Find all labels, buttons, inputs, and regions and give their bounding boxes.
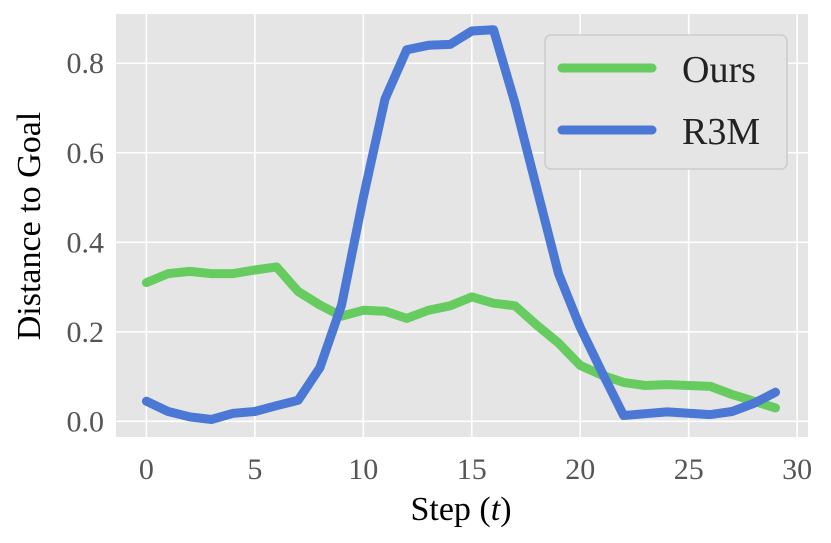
x-tick-label: 5 — [247, 453, 262, 486]
x-tick-label: 30 — [782, 453, 812, 486]
legend: Ours R3M — [544, 34, 788, 170]
y-tick-label: 0.0 — [67, 405, 105, 438]
x-axis-label-suffix: ) — [500, 491, 511, 528]
x-tick-label: 0 — [139, 453, 154, 486]
series-line-r3m — [141, 25, 780, 424]
x-axis-label: Step (t) — [410, 491, 511, 528]
x-tick-label: 20 — [565, 453, 595, 486]
legend-label-r3m: R3M — [682, 111, 760, 153]
legend-label-ours: Ours — [682, 49, 756, 91]
x-tick-label: 25 — [674, 453, 704, 486]
series-lines — [141, 25, 780, 424]
x-axis-label-prefix: Step ( — [410, 491, 490, 528]
x-tick-label: 15 — [457, 453, 487, 486]
series-line-ours — [141, 262, 780, 413]
y-axis-ticks: 0.0 0.2 0.4 0.6 0.8 — [67, 47, 105, 438]
y-tick-label: 0.2 — [67, 316, 105, 349]
y-tick-label: 0.8 — [67, 47, 105, 80]
x-tick-label: 10 — [348, 453, 378, 486]
y-tick-label: 0.4 — [67, 226, 105, 259]
x-axis-label-var: t — [491, 491, 502, 528]
x-axis-ticks: 0 5 10 15 20 25 30 — [139, 453, 812, 486]
y-tick-label: 0.6 — [67, 137, 105, 170]
y-axis-label: Distance to Goal — [11, 112, 48, 341]
